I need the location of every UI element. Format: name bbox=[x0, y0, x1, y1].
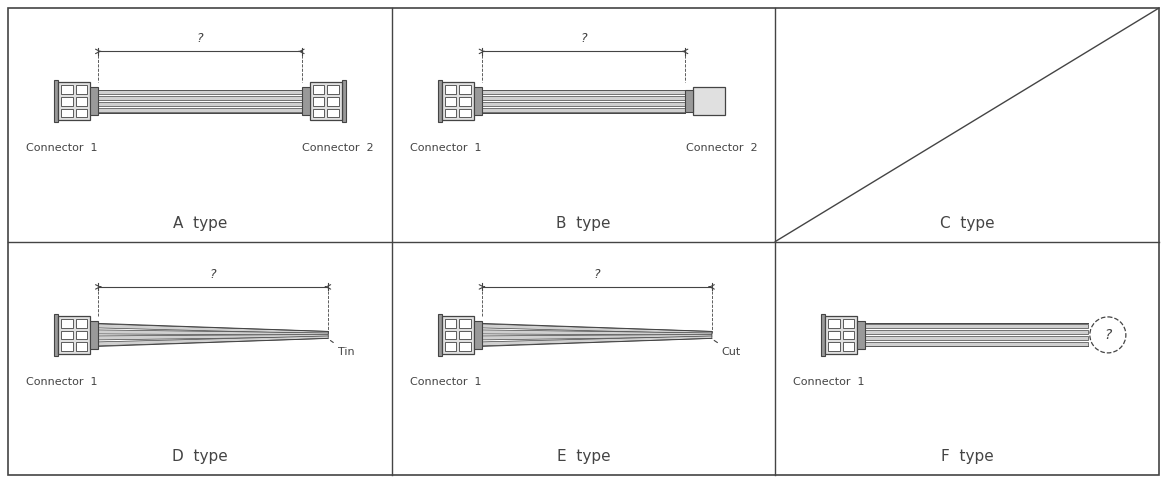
Bar bbox=[58, 316, 90, 354]
Bar bbox=[482, 108, 685, 113]
Polygon shape bbox=[482, 334, 712, 340]
Bar bbox=[843, 342, 854, 351]
Polygon shape bbox=[98, 334, 328, 340]
Text: ?: ? bbox=[594, 268, 600, 281]
Bar bbox=[459, 319, 470, 327]
Bar bbox=[90, 321, 98, 349]
Bar bbox=[825, 316, 858, 354]
Bar bbox=[438, 314, 441, 356]
Text: Connector  1: Connector 1 bbox=[410, 143, 481, 154]
Bar bbox=[445, 109, 456, 117]
Text: Tin: Tin bbox=[330, 341, 355, 357]
Bar bbox=[327, 109, 338, 117]
Polygon shape bbox=[482, 336, 712, 346]
Bar bbox=[693, 87, 726, 115]
Bar bbox=[98, 97, 301, 100]
Bar bbox=[445, 342, 456, 351]
Bar bbox=[76, 97, 88, 106]
Bar bbox=[61, 97, 72, 106]
Bar bbox=[61, 319, 72, 327]
Bar bbox=[445, 330, 456, 339]
Text: E  type: E type bbox=[557, 450, 610, 465]
Text: F  type: F type bbox=[941, 450, 993, 465]
Bar bbox=[54, 80, 58, 122]
Bar bbox=[301, 87, 309, 115]
Bar bbox=[459, 109, 470, 117]
Bar bbox=[327, 97, 338, 106]
Bar bbox=[866, 324, 1088, 328]
Text: Connector  2: Connector 2 bbox=[686, 143, 757, 154]
Bar bbox=[61, 342, 72, 351]
Bar bbox=[445, 319, 456, 327]
Bar bbox=[441, 316, 474, 354]
Text: Connector  1: Connector 1 bbox=[26, 377, 98, 387]
Bar bbox=[459, 85, 470, 94]
Bar bbox=[54, 314, 58, 356]
Bar bbox=[76, 342, 88, 351]
Text: Connector  1: Connector 1 bbox=[410, 377, 481, 387]
Text: Cut: Cut bbox=[714, 341, 741, 357]
Bar bbox=[685, 90, 693, 113]
Text: D  type: D type bbox=[172, 450, 228, 465]
Bar bbox=[482, 89, 685, 114]
Text: C  type: C type bbox=[939, 216, 994, 231]
Text: ?: ? bbox=[210, 268, 216, 281]
Bar bbox=[474, 321, 482, 349]
Bar bbox=[829, 330, 840, 339]
Bar bbox=[61, 109, 72, 117]
Bar bbox=[858, 321, 866, 349]
Text: Connector  2: Connector 2 bbox=[302, 143, 373, 154]
Bar bbox=[822, 314, 825, 356]
Bar bbox=[474, 87, 482, 115]
Bar bbox=[459, 97, 470, 106]
Bar bbox=[445, 97, 456, 106]
Bar bbox=[482, 102, 685, 106]
Bar bbox=[61, 85, 72, 94]
Polygon shape bbox=[482, 330, 712, 335]
Bar bbox=[90, 87, 98, 115]
Polygon shape bbox=[482, 324, 712, 334]
Text: ?: ? bbox=[1104, 328, 1111, 342]
Bar bbox=[342, 80, 345, 122]
Polygon shape bbox=[98, 336, 328, 346]
Bar bbox=[866, 330, 1088, 334]
Bar bbox=[313, 85, 324, 94]
Bar bbox=[313, 97, 324, 106]
Bar bbox=[76, 85, 88, 94]
Text: Connector  1: Connector 1 bbox=[26, 143, 98, 154]
Bar bbox=[76, 330, 88, 339]
Polygon shape bbox=[98, 330, 328, 335]
Bar bbox=[866, 323, 1088, 347]
Bar bbox=[829, 342, 840, 351]
Bar bbox=[98, 90, 301, 94]
Bar bbox=[459, 342, 470, 351]
Bar bbox=[98, 102, 301, 106]
Text: Connector  1: Connector 1 bbox=[794, 377, 865, 387]
Bar bbox=[843, 330, 854, 339]
Polygon shape bbox=[98, 324, 328, 334]
Bar bbox=[98, 108, 301, 113]
Bar bbox=[459, 330, 470, 339]
Text: ?: ? bbox=[580, 32, 587, 45]
Bar bbox=[445, 85, 456, 94]
Text: ?: ? bbox=[196, 32, 203, 45]
Bar bbox=[866, 336, 1088, 340]
Bar bbox=[309, 83, 342, 120]
Text: A  type: A type bbox=[173, 216, 228, 231]
Bar bbox=[482, 97, 685, 100]
Bar bbox=[441, 83, 474, 120]
Bar bbox=[327, 85, 338, 94]
Bar bbox=[438, 80, 441, 122]
Bar bbox=[76, 109, 88, 117]
Bar bbox=[482, 90, 685, 94]
Bar bbox=[76, 319, 88, 327]
Bar bbox=[829, 319, 840, 327]
Bar bbox=[58, 83, 90, 120]
Bar bbox=[843, 319, 854, 327]
Bar bbox=[98, 89, 301, 114]
Bar bbox=[61, 330, 72, 339]
Text: B  type: B type bbox=[557, 216, 610, 231]
Bar bbox=[866, 342, 1088, 346]
Bar bbox=[313, 109, 324, 117]
